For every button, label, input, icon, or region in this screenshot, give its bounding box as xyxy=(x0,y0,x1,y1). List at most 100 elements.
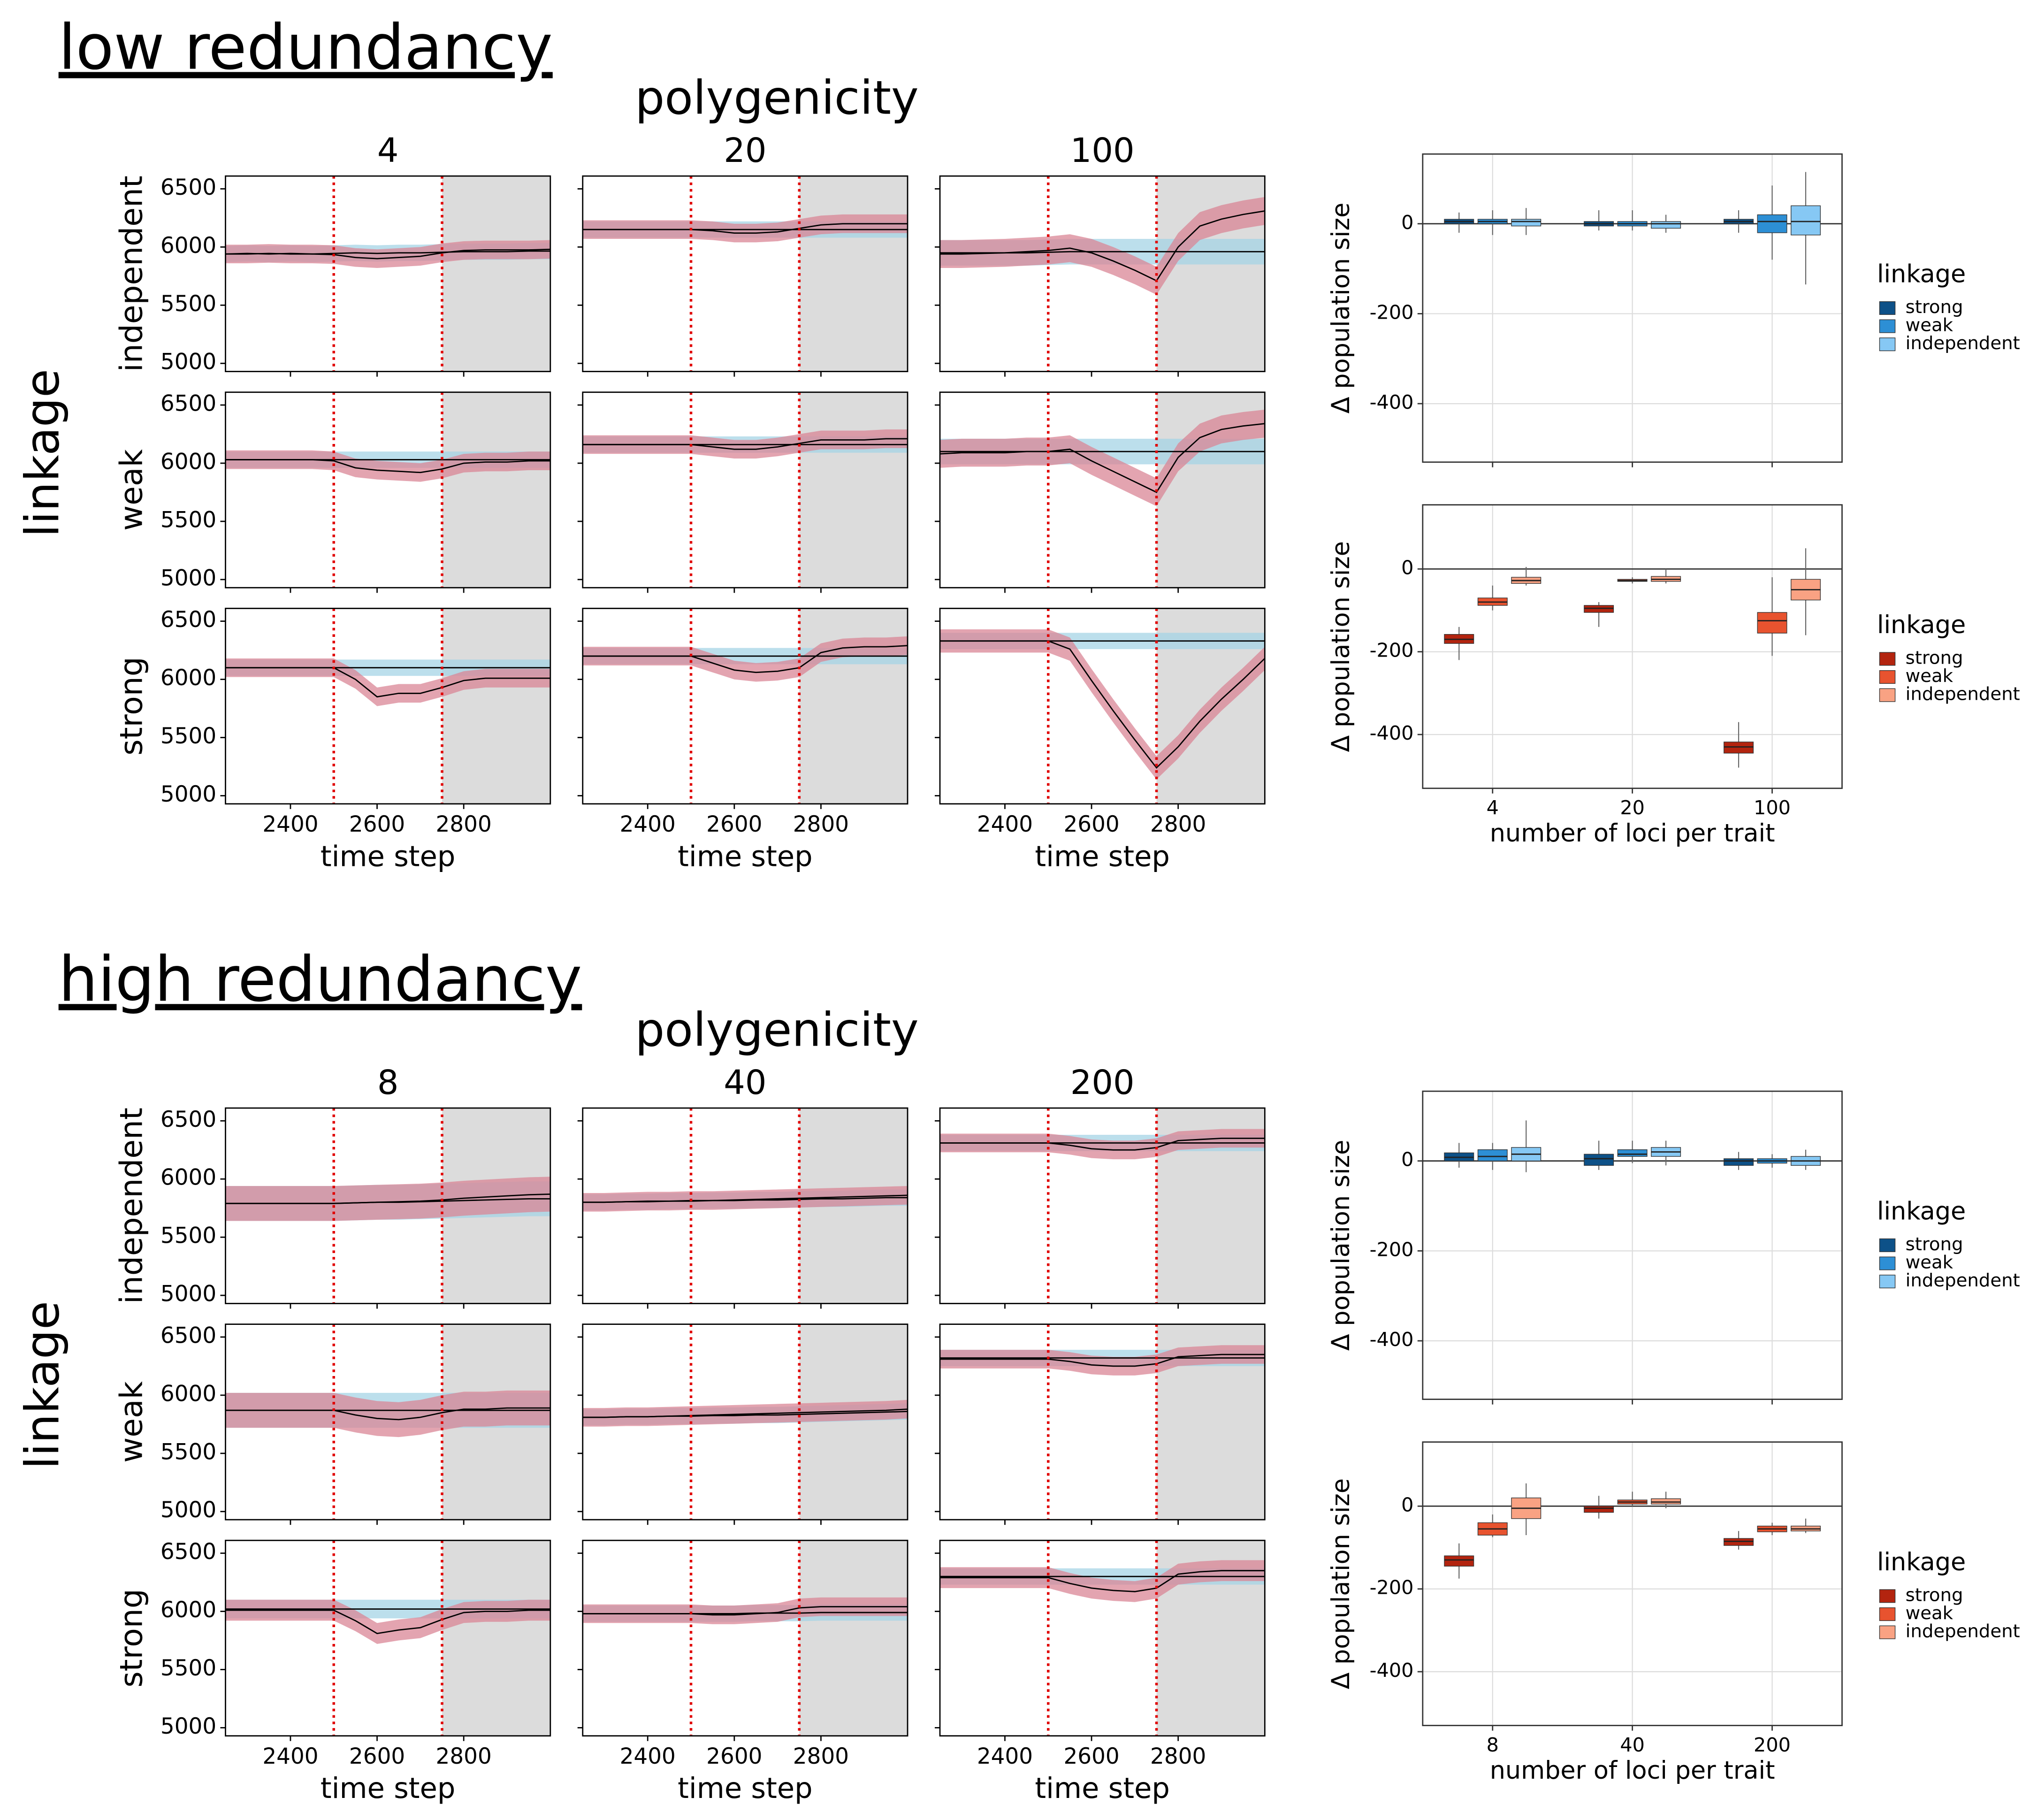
mean-line xyxy=(225,667,550,698)
y-tick-label: -200 xyxy=(1370,301,1414,323)
panel-border xyxy=(582,1539,908,1737)
y-tick-label: -400 xyxy=(1370,722,1414,744)
y-tick-label: 5000 xyxy=(160,781,216,807)
panel-border xyxy=(939,175,1266,372)
box xyxy=(1791,205,1821,236)
y-tick-label: 6500 xyxy=(160,390,216,416)
x-tick-label: 2600 xyxy=(706,1744,762,1769)
legend-label: weak xyxy=(1906,1603,1954,1624)
mean-line xyxy=(940,640,1266,769)
ribbon xyxy=(940,1129,1265,1160)
box xyxy=(1757,612,1787,634)
x-axis-label: time step xyxy=(1035,1772,1170,1805)
y-tick-label: 6000 xyxy=(160,449,216,474)
shade xyxy=(442,1540,550,1736)
x-tick-label: 8 xyxy=(1487,1734,1499,1756)
x-axis-label: time step xyxy=(678,840,813,873)
ribbon xyxy=(940,409,1265,506)
box xyxy=(1584,1154,1614,1166)
box xyxy=(1477,1149,1508,1162)
panel-border xyxy=(1422,153,1843,463)
x-tick-label: 2600 xyxy=(349,811,405,837)
mean-line xyxy=(940,1354,1265,1367)
legend-swatch xyxy=(1879,1625,1896,1639)
y-tick-label: 6000 xyxy=(160,1165,216,1191)
y-tick-label: 5500 xyxy=(160,1439,216,1465)
panel-border xyxy=(225,1107,551,1304)
panel-border xyxy=(225,1539,551,1737)
y-tick-label: -200 xyxy=(1370,1576,1414,1599)
y-tick-label: -200 xyxy=(1370,1238,1414,1261)
x-tick-label: 20 xyxy=(1620,796,1645,819)
y-tick-label: -400 xyxy=(1370,391,1414,413)
x-axis-label: time step xyxy=(321,1772,456,1805)
panel-border xyxy=(1422,504,1843,789)
x-axis-label: time step xyxy=(321,840,456,873)
legend-swatch xyxy=(1879,1589,1896,1603)
box xyxy=(1617,1149,1648,1157)
mean-line xyxy=(939,423,1265,493)
mean-line xyxy=(940,1570,1265,1592)
mean-line xyxy=(582,1194,908,1203)
shade xyxy=(799,176,908,372)
legend-swatch xyxy=(1879,670,1896,684)
x-tick-label: 2600 xyxy=(349,1744,405,1769)
column-label: 100 xyxy=(1070,130,1135,170)
y-tick-label: 6500 xyxy=(160,175,216,200)
legend-title: linkage xyxy=(1877,1548,1966,1576)
ribbon xyxy=(225,1177,550,1221)
panel-border xyxy=(225,391,551,589)
y-tick-label: 5000 xyxy=(160,1713,216,1739)
x-axis-label: time step xyxy=(1035,840,1170,873)
y-tick-label: 6500 xyxy=(160,1323,216,1348)
mean-line xyxy=(582,645,908,673)
column-title: polygenicity xyxy=(635,71,919,125)
legend-title: linkage xyxy=(1877,260,1966,288)
panel-border xyxy=(939,1323,1266,1521)
y-tick-label: -400 xyxy=(1370,1328,1414,1351)
x-tick-label: 2800 xyxy=(793,1744,849,1769)
legend-swatch xyxy=(1879,1275,1896,1289)
legend-title: linkage xyxy=(1877,611,1966,639)
panel-border xyxy=(582,1107,908,1304)
y-tick-label: 5000 xyxy=(160,349,216,375)
x-tick-label: 2400 xyxy=(620,1744,676,1769)
legend-label: weak xyxy=(1906,665,1954,687)
legend-swatch xyxy=(1879,652,1896,666)
ribbon xyxy=(582,214,908,243)
x-tick-label: 2800 xyxy=(1150,811,1206,837)
y-tick-label: 6000 xyxy=(160,1597,216,1623)
legend-swatch xyxy=(1879,1238,1896,1252)
x-tick-label: 2800 xyxy=(1150,1744,1206,1769)
panel-border xyxy=(939,1107,1266,1304)
mean-line xyxy=(225,1407,550,1421)
x-tick-label: 2400 xyxy=(262,1744,318,1769)
panel-border xyxy=(1422,1090,1843,1400)
ribbon xyxy=(582,636,908,682)
y-tick-label: 5500 xyxy=(160,723,216,749)
panel-border xyxy=(582,175,908,372)
ribbon xyxy=(940,1345,1265,1376)
x-tick-label: 200 xyxy=(1754,1734,1791,1756)
x-tick-label: 2800 xyxy=(793,811,849,837)
row-label: strong xyxy=(114,1589,150,1688)
y-tick-label: 5500 xyxy=(160,291,216,317)
y-tick-label: 5500 xyxy=(160,1655,216,1681)
ribbon xyxy=(582,1597,908,1624)
x-tick-label: 2600 xyxy=(706,811,762,837)
y-axis-label: Δ population size xyxy=(1327,203,1355,414)
legend-swatch xyxy=(1879,301,1896,315)
legend-swatch xyxy=(1879,337,1896,352)
y-tick-label: 5000 xyxy=(160,1497,216,1523)
ribbon xyxy=(582,1186,908,1212)
mean-line xyxy=(225,1609,550,1634)
mean-line xyxy=(582,1408,908,1418)
panel-border xyxy=(225,607,551,805)
ribbon xyxy=(940,1560,1265,1602)
box xyxy=(1651,221,1681,229)
mean-line xyxy=(225,248,550,260)
row-title: linkage xyxy=(15,369,69,537)
mean-line xyxy=(582,438,908,450)
ribbon xyxy=(225,658,550,706)
y-tick-label: 5000 xyxy=(160,1281,216,1307)
